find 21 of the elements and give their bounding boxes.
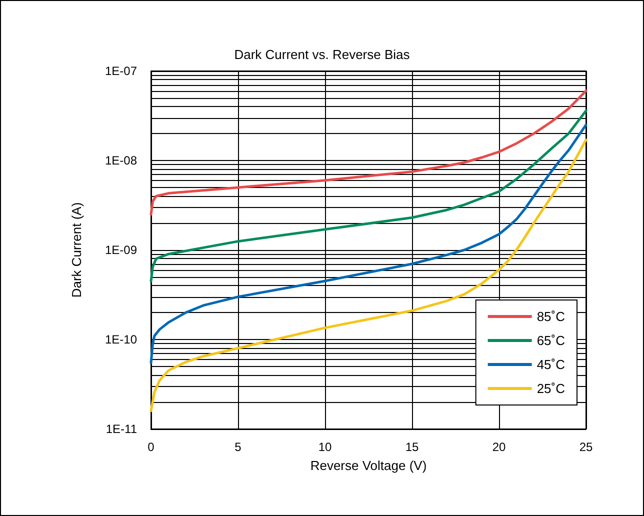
y-tick-label: 1E-10 [104,332,138,346]
x-tick-label: 25 [579,440,593,454]
y-axis-title: Dark Current (A) [69,202,84,298]
y-tick-label: 1E-07 [104,64,138,78]
line-series [150,138,588,412]
legend-label: 85˚C [536,309,566,324]
x-tick-label: 5 [234,440,242,454]
line-series [150,109,588,282]
y-tick-label: 1E-11 [106,422,138,436]
x-tick-label: 10 [318,440,332,454]
x-tick-label: 0 [148,440,155,454]
legend-label: 45˚C [536,357,566,372]
x-axis-title: Reverse Voltage (V) [310,458,427,473]
legend-label: 65˚C [536,333,566,348]
chart-title: Dark Current vs. Reverse Bias [234,47,410,62]
line-series [150,90,588,216]
x-tick-label: 15 [405,440,419,454]
legend-label: 25˚C [536,381,566,396]
x-tick-label: 20 [492,440,506,454]
y-tick-label: 1E-08 [104,154,138,168]
y-tick-label: 1E-09 [104,243,138,257]
